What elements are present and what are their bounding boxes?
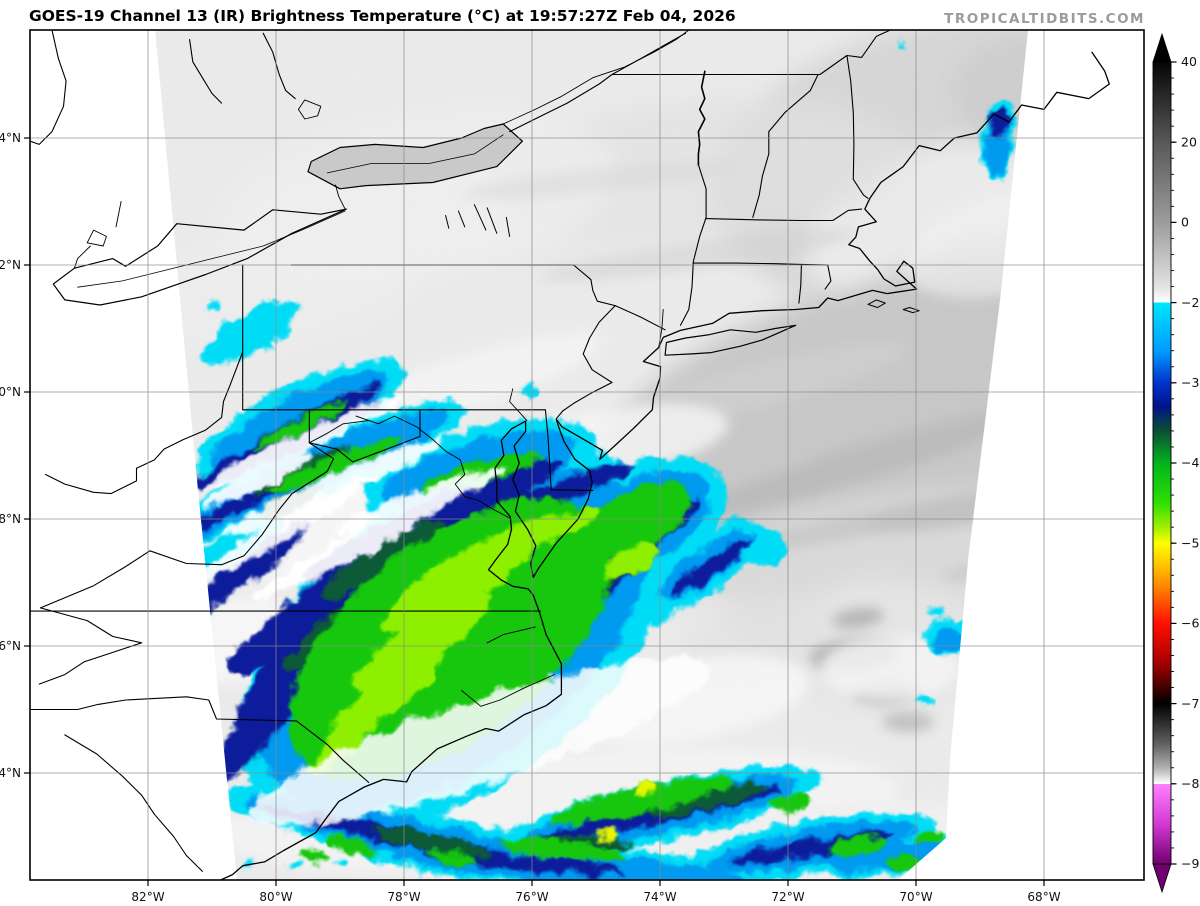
- latlon-gridlines: [30, 30, 1144, 880]
- figure-title: GOES-19 Channel 13 (IR) Brightness Tempe…: [29, 7, 736, 25]
- lat-tick-label: 44°N: [0, 131, 21, 145]
- lat-tick-label: 40°N: [0, 385, 21, 399]
- colorbar-tick-label: −40: [1181, 455, 1200, 470]
- lon-tick-label: 80°W: [259, 890, 292, 904]
- colorbar-tick-label: −80: [1181, 776, 1200, 791]
- colorbar-arrow-bottom: [1152, 863, 1172, 894]
- colorbar-gradient: [1152, 61, 1172, 865]
- lon-tick-label: 70°W: [899, 890, 932, 904]
- colorbar-tick-label: 40: [1181, 54, 1197, 69]
- lon-tick-label: 76°W: [515, 890, 548, 904]
- colorbar: 40 20 0 −20 −30 −40 −50 −60 −70 −80 −90: [1152, 32, 1200, 894]
- colorbar-arrow-top: [1152, 32, 1172, 63]
- lon-tick-label: 68°W: [1027, 890, 1060, 904]
- colorbar-tick-label: 0: [1181, 215, 1189, 230]
- lon-tick-label: 72°W: [771, 890, 804, 904]
- lat-tick-label: 42°N: [0, 258, 21, 272]
- tropicaltidbits-watermark: TROPICALTIDBITS.COM: [944, 11, 1145, 27]
- axis-ticks: [24, 137, 1045, 886]
- satellite-imagery: [155, 30, 1028, 880]
- map-frame: [29, 29, 1145, 881]
- lat-tick-label: 36°N: [0, 639, 21, 653]
- colorbar-tick-label: 20: [1181, 134, 1197, 149]
- lat-tick-label: 38°N: [0, 512, 21, 526]
- lon-tick-label: 74°W: [643, 890, 676, 904]
- colorbar-tick-label: −70: [1181, 696, 1200, 711]
- colorbar-tick-label: −30: [1181, 375, 1200, 390]
- colorbar-tick-label: −90: [1181, 856, 1200, 871]
- lon-tick-label: 82°W: [131, 890, 164, 904]
- colorbar-tick-label: −20: [1181, 295, 1200, 310]
- lat-tick-label: 34°N: [0, 766, 21, 780]
- lon-tick-label: 78°W: [387, 890, 420, 904]
- colorbar-tick-label: −60: [1181, 616, 1200, 631]
- axis-tick-labels: 44°N 42°N 40°N 38°N 36°N 34°N 82°W 80°W 78°W 76°W…: [0, 131, 1061, 904]
- colorbar-tick-label: −50: [1181, 535, 1200, 550]
